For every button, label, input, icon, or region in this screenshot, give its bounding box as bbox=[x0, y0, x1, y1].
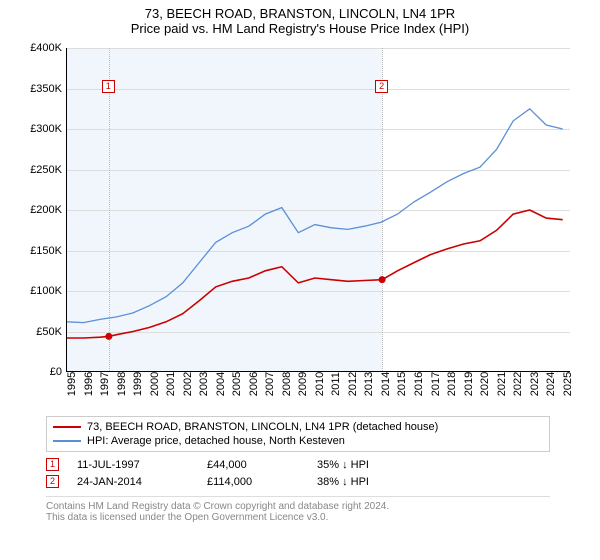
sale-marker-icon: 2 bbox=[46, 475, 59, 488]
x-axis-label: 2002 bbox=[182, 372, 194, 396]
y-axis-label: £50K bbox=[18, 326, 62, 338]
legend-label: HPI: Average price, detached house, Nort… bbox=[87, 435, 345, 447]
x-axis-label: 2008 bbox=[281, 372, 293, 396]
y-axis-label: £0 bbox=[18, 366, 62, 378]
chart-container: 12 £0£50K£100K£150K£200K£250K£300K£350K£… bbox=[20, 38, 580, 408]
x-axis-label: 2021 bbox=[496, 372, 508, 396]
footer-line2: This data is licensed under the Open Gov… bbox=[46, 512, 550, 523]
x-axis-label: 2013 bbox=[363, 372, 375, 396]
chart-title-block: 73, BEECH ROAD, BRANSTON, LINCOLN, LN4 1… bbox=[0, 0, 600, 38]
y-axis-label: £200K bbox=[18, 204, 62, 216]
x-axis-label: 2001 bbox=[165, 372, 177, 396]
x-axis-label: 2003 bbox=[198, 372, 210, 396]
x-axis-label: 2012 bbox=[347, 372, 359, 396]
x-axis-label: 2007 bbox=[264, 372, 276, 396]
legend-item: HPI: Average price, detached house, Nort… bbox=[53, 434, 543, 448]
sales-table: 1 11-JUL-1997£44,00035% ↓ HPI 2 24-JAN-2014… bbox=[46, 456, 550, 490]
x-axis-label: 2010 bbox=[314, 372, 326, 396]
sale-row: 1 11-JUL-1997£44,00035% ↓ HPI bbox=[46, 456, 550, 473]
y-axis-label: £400K bbox=[18, 42, 62, 54]
x-axis-label: 2022 bbox=[512, 372, 524, 396]
marker-callout: 2 bbox=[375, 80, 388, 93]
legend-swatch bbox=[53, 440, 81, 442]
footer-line1: Contains HM Land Registry data © Crown c… bbox=[46, 501, 550, 512]
x-axis-label: 2005 bbox=[231, 372, 243, 396]
sale-price: £44,000 bbox=[207, 459, 317, 471]
x-axis-label: 2004 bbox=[215, 372, 227, 396]
series-line bbox=[67, 210, 563, 338]
chart-lines-svg bbox=[67, 48, 571, 372]
series-line bbox=[67, 109, 563, 323]
x-axis-label: 2015 bbox=[396, 372, 408, 396]
sale-marker-icon: 1 bbox=[46, 458, 59, 471]
legend-label: 73, BEECH ROAD, BRANSTON, LINCOLN, LN4 1… bbox=[87, 421, 438, 433]
legend-swatch bbox=[53, 426, 81, 428]
legend-item: 73, BEECH ROAD, BRANSTON, LINCOLN, LN4 1… bbox=[53, 420, 543, 434]
legend-box: 73, BEECH ROAD, BRANSTON, LINCOLN, LN4 1… bbox=[46, 416, 550, 452]
x-axis-label: 1999 bbox=[132, 372, 144, 396]
x-axis-label: 1997 bbox=[99, 372, 111, 396]
x-axis-label: 2011 bbox=[330, 372, 342, 396]
y-axis-label: £100K bbox=[18, 285, 62, 297]
y-axis-label: £150K bbox=[18, 245, 62, 257]
chart-title-line1: 73, BEECH ROAD, BRANSTON, LINCOLN, LN4 1… bbox=[0, 6, 600, 21]
sale-point bbox=[105, 333, 112, 340]
sale-price: £114,000 bbox=[207, 476, 317, 488]
y-axis-label: £350K bbox=[18, 83, 62, 95]
x-axis-label: 2018 bbox=[446, 372, 458, 396]
footer-attribution: Contains HM Land Registry data © Crown c… bbox=[46, 496, 550, 523]
x-axis-label: 2024 bbox=[545, 372, 557, 396]
chart-title-line2: Price paid vs. HM Land Registry's House … bbox=[0, 21, 600, 36]
x-axis-label: 1995 bbox=[66, 372, 78, 396]
sale-point bbox=[379, 276, 386, 283]
y-axis-label: £300K bbox=[18, 123, 62, 135]
x-axis-label: 2014 bbox=[380, 372, 392, 396]
plot-area: 12 bbox=[66, 48, 570, 372]
x-axis-label: 2009 bbox=[297, 372, 309, 396]
sale-date: 24-JAN-2014 bbox=[77, 476, 207, 488]
x-axis-label: 2023 bbox=[529, 372, 541, 396]
sale-row: 2 24-JAN-2014£114,00038% ↓ HPI bbox=[46, 473, 550, 490]
x-axis-label: 2019 bbox=[463, 372, 475, 396]
x-axis-label: 2006 bbox=[248, 372, 260, 396]
y-axis-label: £250K bbox=[18, 164, 62, 176]
x-axis-label: 2016 bbox=[413, 372, 425, 396]
x-axis-label: 1996 bbox=[83, 372, 95, 396]
x-axis-label: 2025 bbox=[562, 372, 574, 396]
x-axis-label: 2000 bbox=[149, 372, 161, 396]
marker-callout: 1 bbox=[102, 80, 115, 93]
x-axis-label: 2017 bbox=[430, 372, 442, 396]
x-axis-label: 2020 bbox=[479, 372, 491, 396]
sale-delta: 38% ↓ HPI bbox=[317, 476, 369, 488]
sale-delta: 35% ↓ HPI bbox=[317, 459, 369, 471]
x-axis-label: 1998 bbox=[116, 372, 128, 396]
sale-date: 11-JUL-1997 bbox=[77, 459, 207, 471]
